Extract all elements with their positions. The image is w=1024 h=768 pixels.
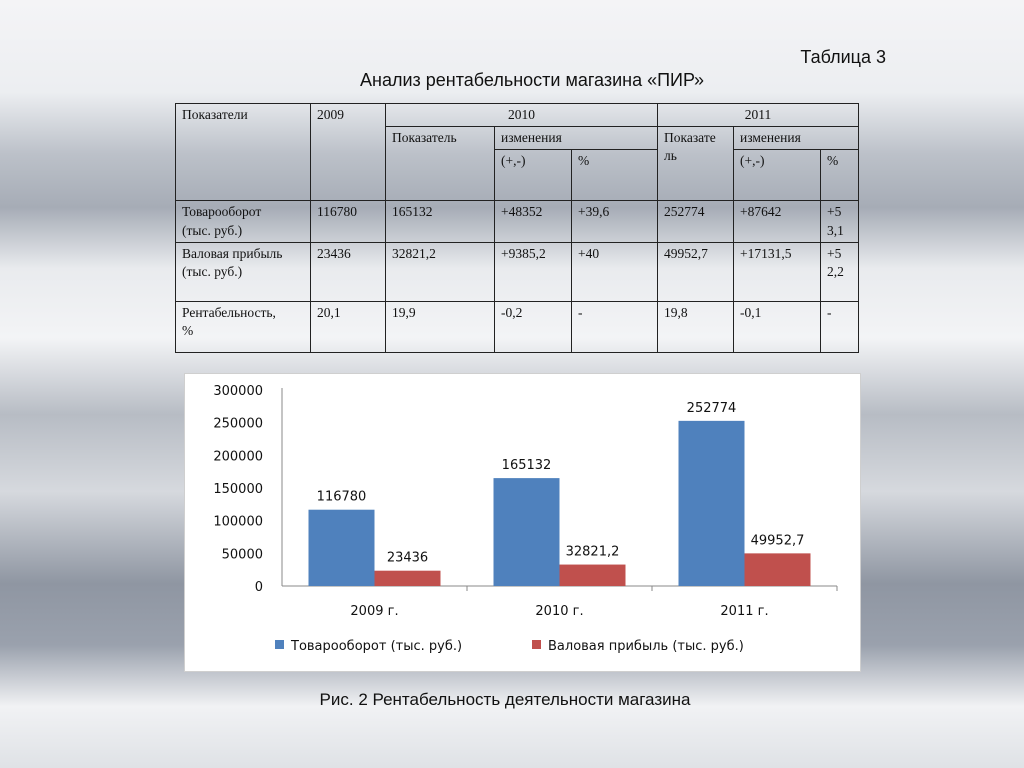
row-name-cell: Товарооборот (тыс. руб.) xyxy=(175,200,311,243)
chart-canvas: 0 50000 100000 150000 200000 250000 300000 1167… xyxy=(213,384,838,654)
legend-label: Валовая прибыль (тыс. руб.) xyxy=(548,639,744,654)
y-tick-label: 250000 xyxy=(213,417,263,432)
cell-2011-pct-line2: 2,2 xyxy=(827,264,844,280)
bar xyxy=(744,553,811,586)
table-row: Рентабельность,% 20,1 19,9 -0,2 - 19,8 -… xyxy=(175,300,859,353)
data-label: 23436 xyxy=(387,551,428,566)
data-label: 32821,2 xyxy=(566,545,620,560)
cell-2011-pct: +5 2,2 xyxy=(820,241,859,302)
header-pct-2010: % xyxy=(571,149,658,202)
cell-2010-pct: +39,6 xyxy=(571,200,658,243)
table-header-row: (+,-) % (+,-) % xyxy=(176,149,859,202)
data-label: 165132 xyxy=(502,458,552,473)
row-name: Валовая прибыль xyxy=(182,245,283,261)
legend-label: Товарооборот (тыс. руб.) xyxy=(290,639,462,654)
legend-swatch xyxy=(275,640,284,649)
cell-2011-abs: -0,1 xyxy=(733,300,821,353)
header-year-2010: 2010 xyxy=(385,102,658,128)
cell-2011-pct-line1: - xyxy=(827,304,832,320)
header-change-2011: изменения xyxy=(733,126,859,151)
cell-2010-value: 19,9 xyxy=(385,300,495,353)
row-name: Рентабельность, xyxy=(182,304,276,320)
cell-2011-pct-line1: +5 xyxy=(827,245,842,261)
header-change-2010: изменения xyxy=(494,126,658,151)
cell-2011-abs: +17131,5 xyxy=(733,241,821,302)
row-unit: (тыс. руб.) xyxy=(182,264,243,280)
cell-2011-pct-line2: 3,1 xyxy=(827,222,844,238)
cell-2010-value: 32821,2 xyxy=(385,241,495,302)
y-tick-label: 300000 xyxy=(213,384,263,399)
cell-2010-value: 165132 xyxy=(385,200,495,243)
row-name-cell: Рентабельность,% xyxy=(175,300,311,353)
cell-2011-pct-line1: +5 xyxy=(827,204,842,220)
document-title: Анализ рентабельности магазина «ПИР» xyxy=(360,70,704,90)
table-header-row: Показатели 2009 2010 2011 xyxy=(175,102,859,202)
row-name-cell: Валовая прибыль (тыс. руб.) xyxy=(175,241,311,302)
header-indicators: Показатели xyxy=(175,102,311,202)
cell-2010-abs: +48352 xyxy=(494,200,572,243)
header-pct-2011: % xyxy=(820,149,859,202)
cell-2011-abs: +87642 xyxy=(733,200,821,243)
profitability-table: Показатели 2009 2010 2011 Показате ль изм… xyxy=(175,102,859,353)
legend-swatch xyxy=(532,640,541,649)
bar xyxy=(374,570,441,586)
header-value-2011-line2: ль xyxy=(664,148,677,164)
cell-2011-pct: +5 3,1 xyxy=(820,200,859,243)
figure-caption: Рис. 2 Рентабельность деятельности магаз… xyxy=(319,690,691,709)
bar-chart: 0 50000 100000 150000 200000 250000 300000 1167… xyxy=(184,373,861,672)
data-label: 116780 xyxy=(317,490,367,505)
cell-2011-pct: - xyxy=(820,300,859,353)
x-tick-label: 2011 г. xyxy=(720,604,768,619)
bar xyxy=(308,509,375,586)
header-value-2010: Показатель xyxy=(385,126,495,202)
y-tick-label: 0 xyxy=(255,580,263,595)
data-label: 49952,7 xyxy=(751,533,805,548)
y-tick-label: 50000 xyxy=(222,547,263,562)
cell-2009: 116780 xyxy=(310,200,386,243)
header-abs-2010: (+,-) xyxy=(494,149,572,202)
row-unit: % xyxy=(182,323,194,339)
header-year-2011: 2011 xyxy=(657,102,859,128)
cell-2009: 23436 xyxy=(310,241,386,302)
bar xyxy=(559,564,626,586)
y-tick-label: 100000 xyxy=(213,515,263,530)
bar xyxy=(493,478,560,586)
header-value-2011-line1: Показате xyxy=(664,130,716,146)
header-value-2011: Показате ль xyxy=(657,126,734,202)
cell-2009: 20,1 xyxy=(310,300,386,353)
cell-2011-value: 252774 xyxy=(657,200,734,243)
x-tick-label: 2009 г. xyxy=(350,604,398,619)
row-name: Товарооборот xyxy=(182,204,262,220)
cell-2010-pct: - xyxy=(571,300,658,353)
row-unit: (тыс. руб.) xyxy=(182,222,243,238)
table-row: Товарооборот (тыс. руб.) 116780 165132 +4… xyxy=(175,200,859,243)
cell-2011-value: 19,8 xyxy=(657,300,734,353)
y-tick-label: 150000 xyxy=(213,482,263,497)
y-tick-label: 200000 xyxy=(213,449,263,464)
x-tick-label: 2010 г. xyxy=(535,604,583,619)
table-number-label: Таблица 3 xyxy=(800,47,886,67)
data-label: 252774 xyxy=(687,401,737,416)
table-row: Валовая прибыль (тыс. руб.) 23436 32821,2… xyxy=(175,241,859,302)
header-abs-2011: (+,-) xyxy=(733,149,821,202)
cell-2010-abs: +9385,2 xyxy=(494,241,572,302)
cell-2010-pct: +40 xyxy=(571,241,658,302)
cell-2010-abs: -0,2 xyxy=(494,300,572,353)
cell-2011-value: 49952,7 xyxy=(657,241,734,302)
header-year-2009: 2009 xyxy=(310,102,386,202)
bar xyxy=(678,420,745,586)
